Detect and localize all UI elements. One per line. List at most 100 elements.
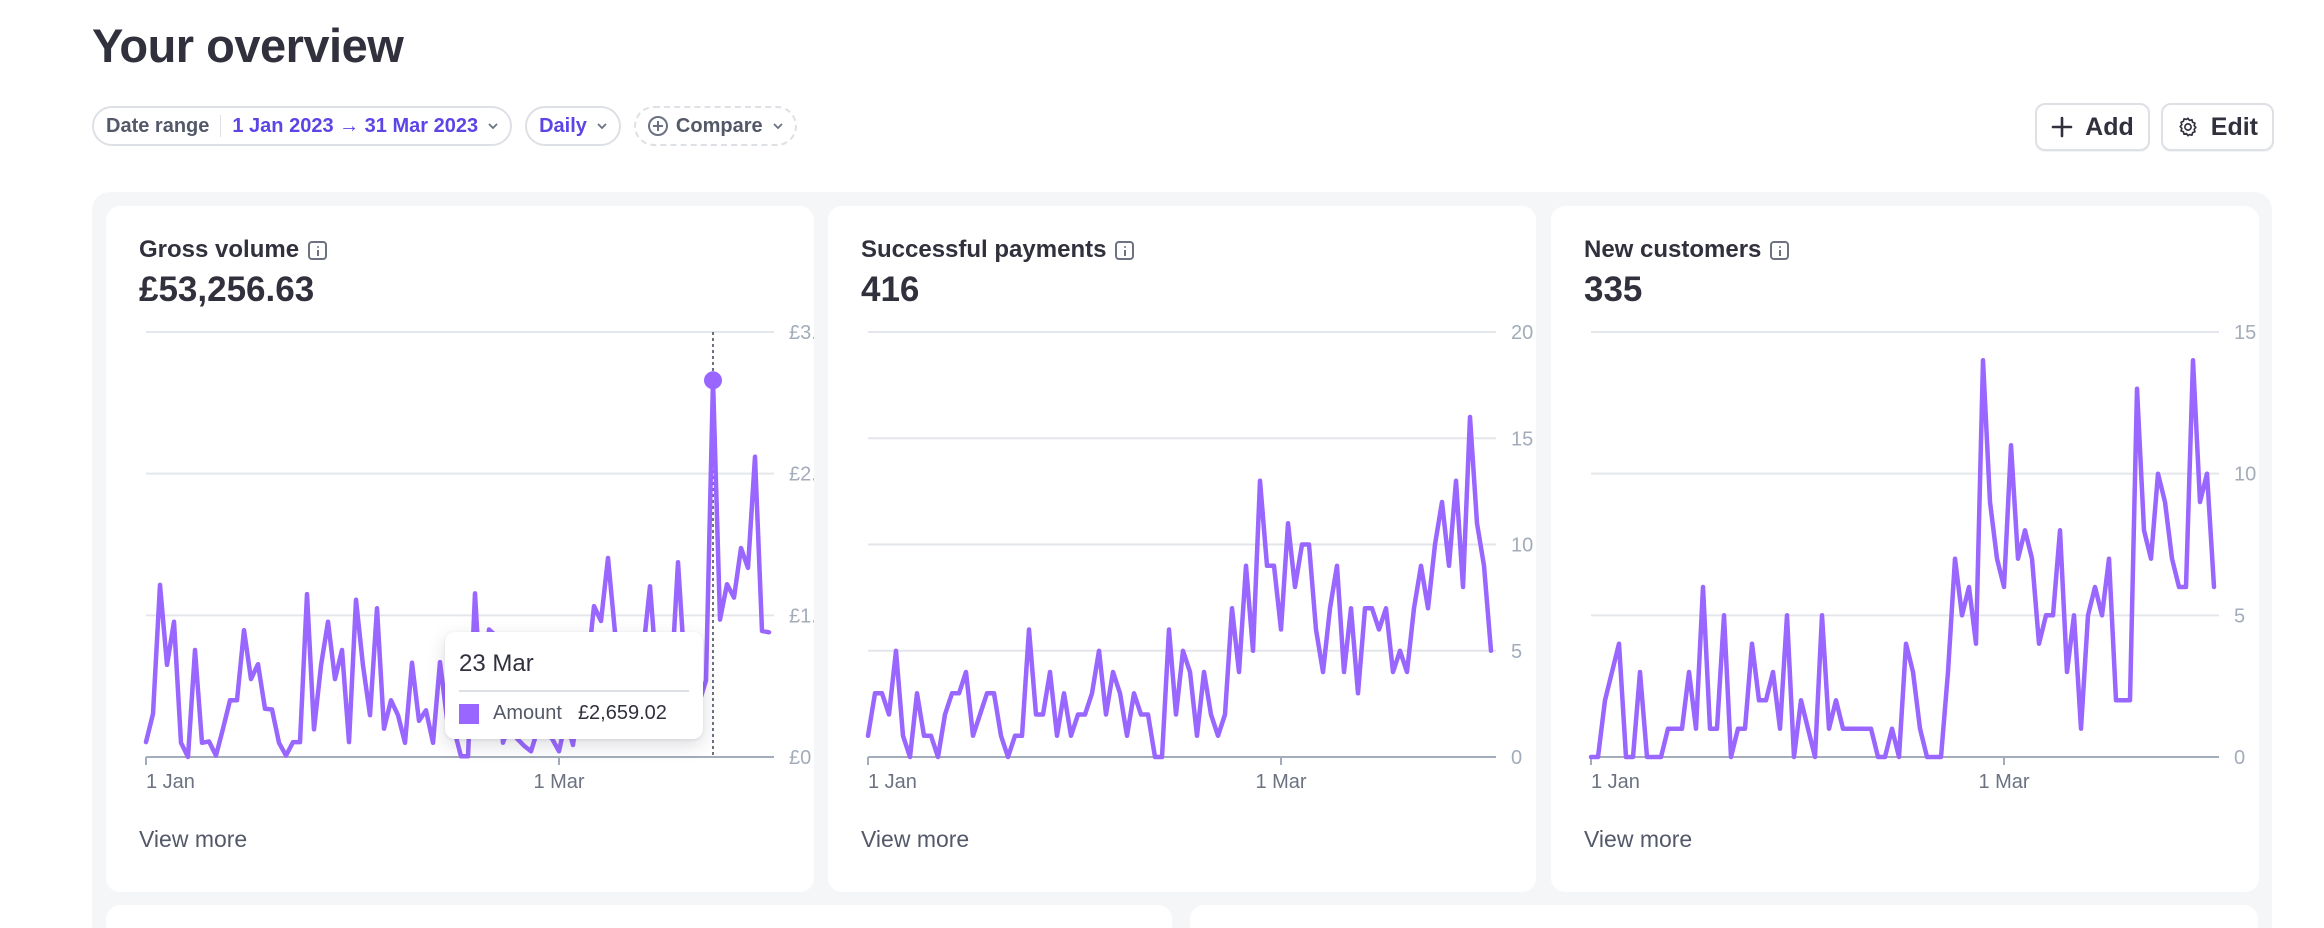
data-point	[1075, 712, 1081, 718]
view-more-link[interactable]: View more	[139, 826, 248, 852]
data-point	[1987, 499, 1993, 505]
successful-payments-chart[interactable]: 0 5 10 15 20 1 Jan 1 Mar	[828, 206, 1536, 826]
data-point	[1481, 563, 1487, 569]
data-point	[2036, 641, 2042, 647]
new-customers-chart[interactable]: 0 5 10 15 1 Jan 1 Mar	[1551, 206, 2259, 826]
data-point	[395, 712, 401, 718]
data-point	[1917, 726, 1923, 732]
data-point	[998, 733, 1004, 739]
data-point	[731, 595, 737, 601]
compare-filter[interactable]: Compare	[633, 106, 797, 146]
y-tick-label: 10	[1511, 535, 1533, 557]
data-point	[2015, 556, 2021, 562]
data-point	[213, 753, 219, 759]
data-point	[2211, 584, 2217, 590]
edit-button[interactable]: Edit	[2160, 103, 2274, 151]
data-point	[1222, 712, 1228, 718]
data-point	[1180, 648, 1186, 654]
data-point	[1187, 669, 1193, 675]
data-point	[2043, 612, 2049, 618]
data-point	[1005, 754, 1011, 760]
data-point	[1847, 726, 1853, 732]
x-tick-label: 1 Mar	[533, 771, 584, 793]
data-point	[500, 740, 506, 746]
data-point	[339, 647, 345, 653]
data-point	[2085, 612, 2091, 618]
x-tick-label: 1 Mar	[1978, 771, 2029, 793]
data-point	[745, 565, 751, 571]
y-tick-label: 5	[1511, 641, 1522, 663]
data-point	[1903, 641, 1909, 647]
info-icon[interactable]	[1115, 240, 1135, 260]
data-point	[1994, 556, 2000, 562]
data-point	[290, 739, 296, 745]
data-point	[1959, 612, 1965, 618]
data-point	[430, 740, 436, 746]
data-point	[1411, 605, 1417, 611]
data-point	[304, 591, 310, 597]
data-point	[1320, 669, 1326, 675]
data-point	[1376, 627, 1382, 633]
bottom-card-right	[1190, 905, 2258, 928]
data-point	[2127, 697, 2133, 703]
info-icon[interactable]	[1770, 240, 1790, 260]
data-point	[1812, 754, 1818, 760]
card-title: Successful payments	[861, 236, 1135, 264]
data-point	[269, 707, 275, 713]
data-point	[1215, 733, 1221, 739]
data-point	[1432, 542, 1438, 548]
header-actions: Add Edit	[2035, 103, 2274, 151]
data-point	[591, 603, 597, 609]
y-tick-label: 15	[2234, 322, 2256, 344]
data-point	[1714, 726, 1720, 732]
chevron-down-icon	[597, 123, 607, 130]
data-point	[1103, 712, 1109, 718]
date-range-filter[interactable]: Date range 1 Jan 2023 → 31 Mar 2023	[92, 106, 513, 146]
date-range-value: 1 Jan 2023 → 31 Mar 2023	[232, 114, 479, 137]
data-point	[2057, 527, 2063, 533]
card-title-text: Gross volume	[139, 236, 300, 263]
data-point	[1700, 584, 1706, 590]
data-point	[1777, 726, 1783, 732]
data-point	[1152, 754, 1158, 760]
data-point	[143, 739, 149, 745]
data-point	[1089, 690, 1095, 696]
data-point	[220, 726, 226, 732]
view-more-link[interactable]: View more	[861, 826, 970, 852]
data-point	[1418, 563, 1424, 569]
data-point	[717, 617, 723, 623]
data-point	[360, 663, 366, 669]
data-point	[1693, 726, 1699, 732]
gear-icon	[2179, 117, 2197, 137]
data-point	[2092, 584, 2098, 590]
data-point	[963, 669, 969, 675]
data-point	[1672, 726, 1678, 732]
data-point	[1630, 754, 1636, 760]
data-point	[1686, 669, 1692, 675]
data-point	[1735, 726, 1741, 732]
interval-filter[interactable]: Daily	[525, 106, 621, 146]
data-point	[1026, 627, 1032, 633]
data-point	[879, 690, 885, 696]
y-tick-label: 0	[1511, 747, 1522, 769]
data-point	[325, 619, 331, 625]
data-point	[1236, 669, 1242, 675]
data-point	[1096, 648, 1102, 654]
data-point	[675, 559, 681, 565]
y-tick-label: 20	[1511, 322, 1533, 344]
data-point	[192, 647, 198, 653]
data-point	[1784, 612, 1790, 618]
data-point	[1208, 712, 1214, 718]
x-tick-label: 1 Jan	[1591, 771, 1640, 793]
data-point	[1588, 754, 1594, 760]
view-more-link[interactable]: View more	[1584, 826, 1693, 852]
data-point	[2141, 527, 2147, 533]
divider	[220, 115, 222, 137]
add-button[interactable]: Add	[2035, 103, 2150, 151]
data-point	[528, 748, 534, 754]
data-point	[199, 740, 205, 746]
data-point	[991, 690, 997, 696]
data-point	[1033, 712, 1039, 718]
data-point	[984, 690, 990, 696]
info-icon[interactable]	[308, 240, 328, 260]
